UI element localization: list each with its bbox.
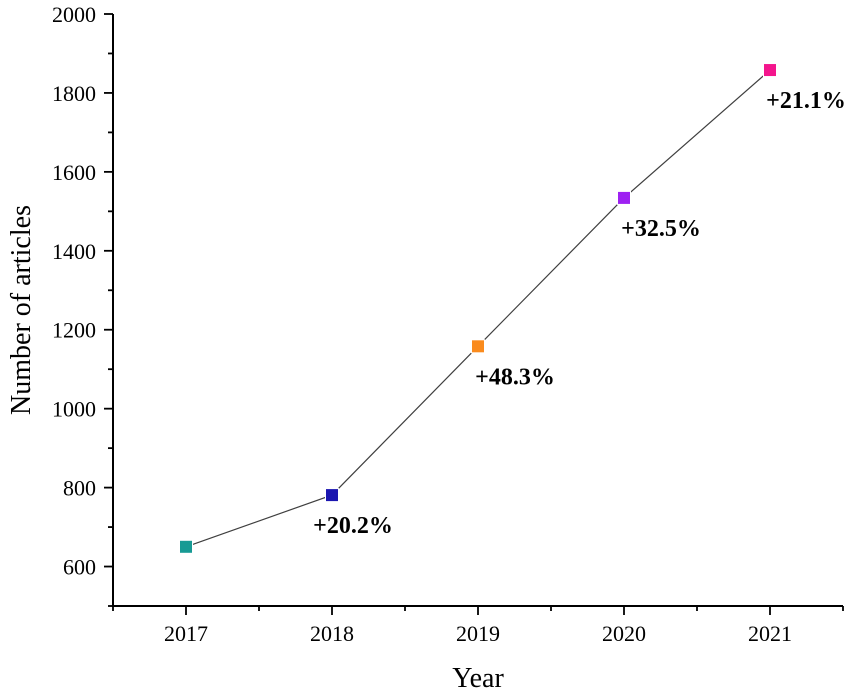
y-axis-title: Number of articles [6, 205, 37, 415]
y-tick-label: 2000 [52, 2, 96, 27]
data-point-2018 [325, 488, 339, 503]
annotation-2019: +48.3% [475, 364, 555, 390]
y-tick-label: 1800 [52, 81, 96, 106]
x-tick-label: 2020 [602, 621, 646, 646]
x-tick-label: 2018 [310, 621, 354, 646]
data-point-2019 [471, 339, 485, 354]
x-tick-label: 2017 [164, 621, 208, 646]
y-tick-label: 800 [63, 476, 96, 501]
x-tick-label: 2019 [456, 621, 500, 646]
y-tick-label: 1400 [52, 239, 96, 264]
data-point-2020 [617, 190, 631, 205]
x-tick-label: 2021 [748, 621, 792, 646]
data-line [185, 69, 771, 548]
annotation-2020: +32.5% [621, 216, 701, 242]
data-point-2017 [179, 539, 193, 554]
y-tick-label: 1600 [52, 160, 96, 185]
x-axis-title: Year [452, 663, 504, 694]
y-tick-label: 1200 [52, 318, 96, 343]
annotation-2021: +21.1% [766, 88, 846, 114]
y-tick-label: 600 [63, 555, 96, 580]
annotation-2018: +20.2% [313, 513, 393, 539]
y-tick-label: 1000 [52, 397, 96, 422]
data-point-2021 [763, 63, 777, 78]
